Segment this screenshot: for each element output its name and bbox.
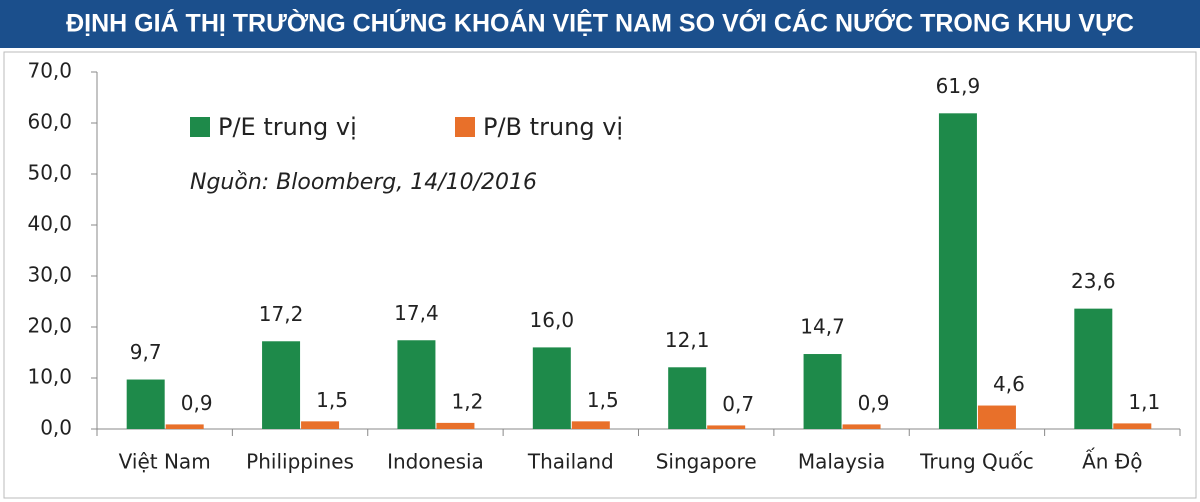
value-label: 16,0 (530, 308, 575, 332)
bar (938, 113, 977, 429)
bar (842, 424, 881, 429)
bar (262, 341, 301, 429)
value-label: 12,1 (665, 328, 710, 352)
legend-swatch (455, 117, 475, 137)
y-tick-label: 0,0 (40, 416, 72, 440)
value-label: 4,6 (993, 372, 1025, 396)
x-tick-label: Trung Quốc (919, 450, 1034, 474)
bar (301, 421, 340, 429)
frame (3, 51, 1197, 499)
bar (126, 379, 165, 429)
bar (803, 354, 842, 429)
value-label: 14,7 (800, 315, 845, 339)
title-banner (0, 0, 1200, 48)
value-label: 17,4 (394, 301, 439, 325)
x-tick-label: Singapore (656, 450, 757, 474)
legend-label: P/B trung vị (483, 113, 623, 141)
bar (532, 347, 571, 429)
x-tick-label: Thailand (527, 450, 614, 474)
x-tick-label: Malaysia (798, 450, 885, 474)
y-tick-label: 70,0 (27, 59, 72, 83)
value-label: 17,2 (259, 302, 304, 326)
x-tick-label: Ấn Độ (1082, 449, 1142, 474)
value-label: 1,1 (1128, 390, 1160, 414)
bar (1074, 308, 1113, 429)
bar (707, 425, 746, 429)
value-label: 1,5 (587, 388, 619, 412)
chart-title: ĐỊNH GIÁ THỊ TRƯỜNG CHỨNG KHOÁN VIỆT NAM… (66, 8, 1134, 38)
x-tick-label: Việt Nam (119, 450, 211, 474)
value-label: 1,2 (452, 389, 484, 413)
bar (571, 421, 610, 429)
bar (668, 367, 707, 429)
bar (1113, 423, 1152, 429)
y-tick-label: 10,0 (27, 365, 72, 389)
bar (436, 422, 475, 429)
value-label: 0,7 (722, 392, 754, 416)
value-label: 0,9 (858, 391, 890, 415)
y-tick-label: 20,0 (27, 314, 72, 338)
bar (977, 405, 1016, 429)
legend-swatch (190, 117, 210, 137)
x-tick-label: Philippines (246, 450, 354, 474)
value-label: 0,9 (181, 391, 213, 415)
value-label: 61,9 (936, 74, 981, 98)
y-tick-label: 40,0 (27, 212, 72, 236)
bar (165, 424, 204, 429)
bar (397, 340, 436, 429)
y-tick-label: 60,0 (27, 110, 72, 134)
value-label: 9,7 (130, 340, 162, 364)
y-tick-label: 30,0 (27, 263, 72, 287)
x-tick-label: Indonesia (387, 450, 484, 474)
source-note: Nguồn: Bloomberg, 14/10/2016 (190, 170, 537, 195)
value-label: 23,6 (1071, 269, 1116, 293)
y-tick-label: 50,0 (27, 161, 72, 185)
value-label: 1,5 (316, 388, 348, 412)
legend-label: P/E trung vị (218, 113, 357, 141)
